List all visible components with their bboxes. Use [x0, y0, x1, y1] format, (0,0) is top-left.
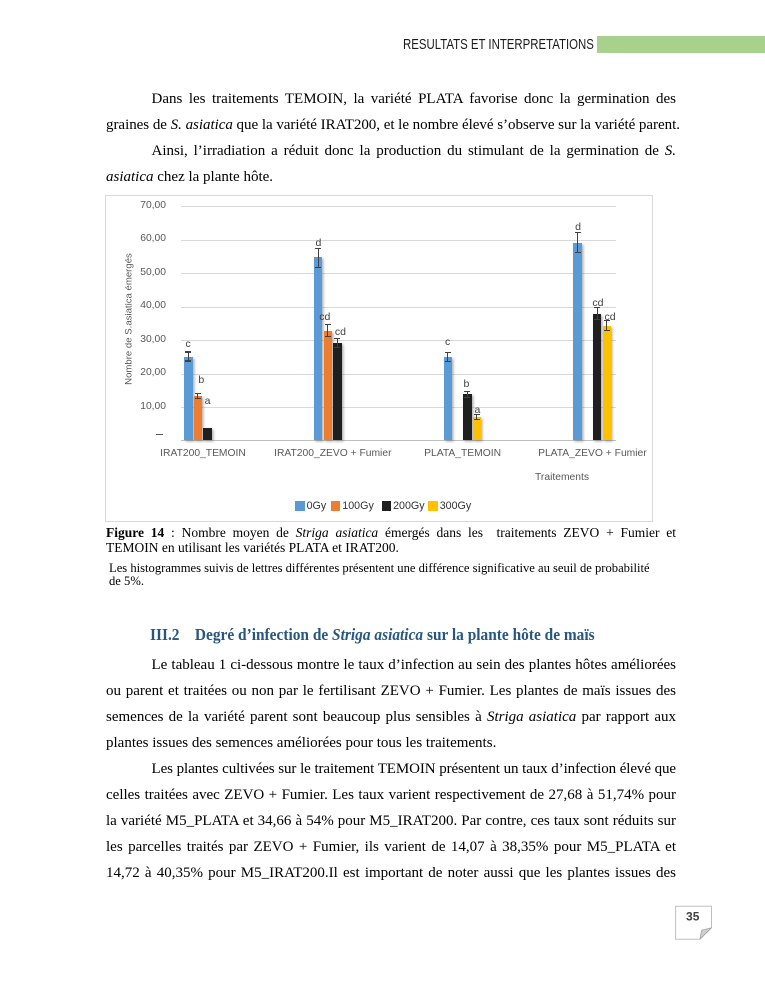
svg-text:35: 35 [686, 909, 700, 923]
